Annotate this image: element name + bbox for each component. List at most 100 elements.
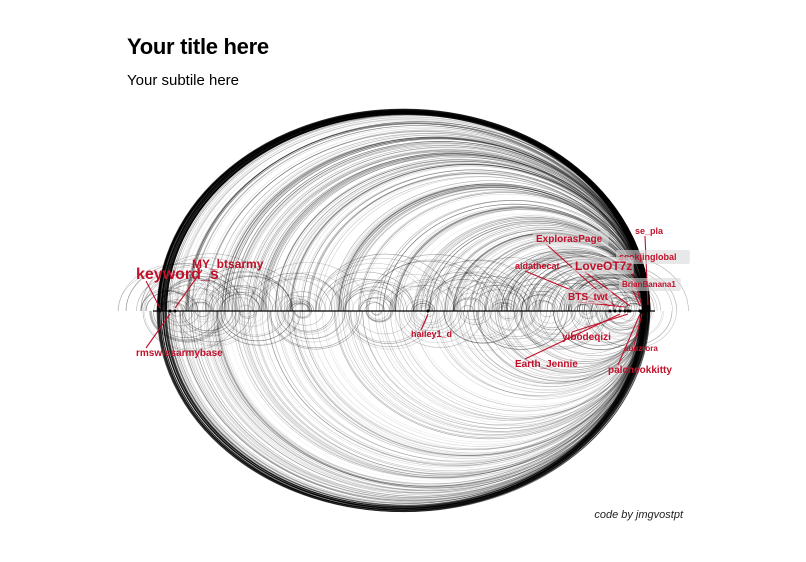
edge-arc [413,302,434,312]
edge-arc [389,279,468,312]
edge-arc [276,310,644,462]
edge-arc [378,310,647,421]
edge-arc [473,310,568,350]
edge-arc [289,302,310,312]
edge-arc [356,310,644,429]
edge-arc [269,310,360,348]
edge-arc [161,299,191,312]
edge-arc [496,310,646,372]
edge-arc [255,310,646,471]
node-label-box-seokjinglobal [616,250,690,264]
edge-arc [445,310,518,341]
edge-arc [159,276,245,312]
edge-arc [205,310,643,491]
edge-arc [144,271,241,312]
edge-arc [576,303,595,312]
edge-arc [322,310,649,445]
edge-arc [188,123,646,312]
edge-arc [453,298,484,312]
edge-arc [419,218,647,312]
node-earth-jennie [618,309,622,313]
edge-arc [458,310,493,325]
edge-arc [443,310,524,345]
edge-arc [604,310,637,325]
edge-arc [530,310,573,329]
edge-arc [213,310,641,487]
edge-arc [403,310,468,338]
edge-arc [141,274,232,312]
edge-arc [278,310,647,463]
edge-arc [405,299,435,312]
edge-arc [477,310,561,345]
edge-arc [319,176,647,312]
edge-arc [365,310,394,323]
edge-arc [292,310,643,455]
edge-arc [460,305,475,312]
edge-arc [449,310,511,337]
edge-arc [188,301,211,312]
edge-arc [344,310,647,435]
edge-arc [259,272,354,312]
edge-arc [191,125,644,312]
edge-arc [189,267,296,312]
edge-arc [497,306,509,312]
edge-arc [335,310,645,438]
edge-arc [283,295,321,312]
edge-arc [366,310,392,322]
leader-line-earth-jennie [524,313,621,360]
edge-arc [623,303,644,312]
leader-line-keyword-s [145,280,161,309]
edge-arc [532,300,558,312]
edge-arc [389,281,461,312]
edge-arc [200,310,644,493]
edge-arc [573,310,609,326]
edge-arc [195,310,210,317]
edge-arc [559,275,646,312]
edge-arc [182,293,225,312]
edge-arc [168,116,644,312]
edge-arc [207,286,268,312]
edge-arc [238,310,258,319]
edge-arc [472,289,525,312]
edge-arc [211,288,267,312]
edge-arc [429,221,648,312]
node-keyword-s [158,309,162,313]
edge-arc [343,282,414,312]
edge-arc [181,310,236,334]
edge-arc [157,310,210,333]
edge-arc [562,310,642,344]
edge-arc [302,169,648,312]
edge-arc [145,291,195,312]
edge-arc [599,310,647,331]
edge-arc [158,310,647,511]
chart-title: Your title here [127,34,269,59]
edge-arc [150,310,225,342]
edge-arc [520,294,563,312]
edge-arc [348,310,429,344]
edge-arc [315,310,647,447]
edge-arc [292,303,310,312]
edge-arc [275,159,645,312]
node-label-seokjinglobal: seokjinglobal [619,252,677,262]
edge-arc [515,290,566,312]
edge-arc [191,265,302,312]
edge-arc [500,310,641,369]
edge-arc [324,310,645,443]
edge-arc [453,297,486,312]
leader-line-brianbanana1 [631,288,641,307]
edge-arc [418,306,430,312]
edge-arc [204,275,293,312]
edge-arc [477,310,643,379]
edge-arc [163,111,651,312]
edge-arc [171,310,642,504]
edge-arc [234,142,646,312]
edge-arc [234,310,266,324]
edge-arc [307,173,644,312]
edge-arc [536,310,642,354]
edge-arc [143,263,259,312]
edge-arc [349,310,426,343]
edge-arc [286,163,647,312]
edge-arc [595,310,654,335]
edge-arc [340,280,416,312]
edge-arc [185,122,644,312]
